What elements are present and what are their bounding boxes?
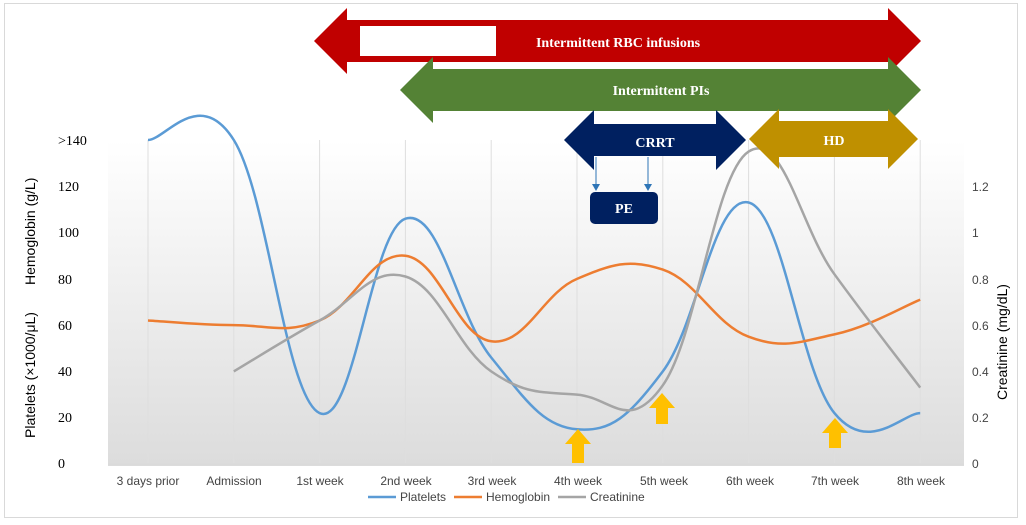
left-tick-20: 20 [58,411,72,426]
left-tick-40: 40 [58,365,72,380]
pe-label: PE [615,202,633,217]
series-line-creatinine [233,147,922,412]
right-tick-1.2: 1.2 [972,180,989,194]
right-tick-0: 0 [972,457,979,471]
right-tick-0.8: 0.8 [972,273,989,287]
x-tick-label: 3 days prior [117,474,180,488]
plot-area [108,140,964,466]
legend-label-hemoglobin: Hemoglobin [486,490,550,504]
pe-box [590,192,658,224]
series-line-platelets [147,114,921,434]
x-tick-label: 6th week [726,474,775,488]
rbc-infusions-label: Intermittent RBC infusions [536,36,701,51]
left-tick-120: 120 [58,180,79,195]
right-tick-1: 1 [972,226,979,240]
rbc-infusions-band [314,8,921,74]
x-tick-label: 8th week [897,474,946,488]
left-tick-140: >140 [58,134,87,149]
right-tick-0.2: 0.2 [972,411,989,425]
left-tick-100: 100 [58,226,79,241]
x-tick-label: 4th week [554,474,603,488]
up-arrow-icon [822,418,848,448]
series-line-hemoglobin [147,254,921,345]
pe-arrowhead-left [592,184,600,191]
chart-frame [4,3,1018,518]
up-arrow-icon [565,429,591,463]
left-tick-0: 0 [58,457,65,472]
x-tick-label: Admission [206,474,261,488]
pis-label: Intermittent PIs [613,84,710,99]
y-axis-label-hemoglobin: Hemoglobin (g/L) [22,178,38,285]
legend-label-creatinine: Creatinine [590,490,645,504]
rbc-band-white-box [360,26,496,56]
legend-label-platelets: Platelets [400,490,446,504]
left-tick-60: 60 [58,319,72,334]
x-tick-label: 2nd week [380,474,432,488]
x-tick-label: 1st week [296,474,344,488]
x-tick-label: 7th week [811,474,860,488]
x-tick-label: 5th week [640,474,689,488]
y-axis-label-creatinine: Creatinine (mg/dL) [994,284,1010,400]
right-tick-0.4: 0.4 [972,365,989,379]
left-tick-80: 80 [58,273,72,288]
crrt-band [564,110,746,170]
y-axis-label-platelets: Platelets (×1000/μL) [22,312,38,438]
crrt-label: CRRT [635,136,675,151]
x-tick-label: 3rd week [468,474,518,488]
hd-label: HD [824,134,845,149]
right-tick-0.6: 0.6 [972,319,989,333]
pis-band [400,57,921,123]
pe-arrowhead-right [644,184,652,191]
hd-band [749,109,918,169]
up-arrow-icon [649,393,675,424]
